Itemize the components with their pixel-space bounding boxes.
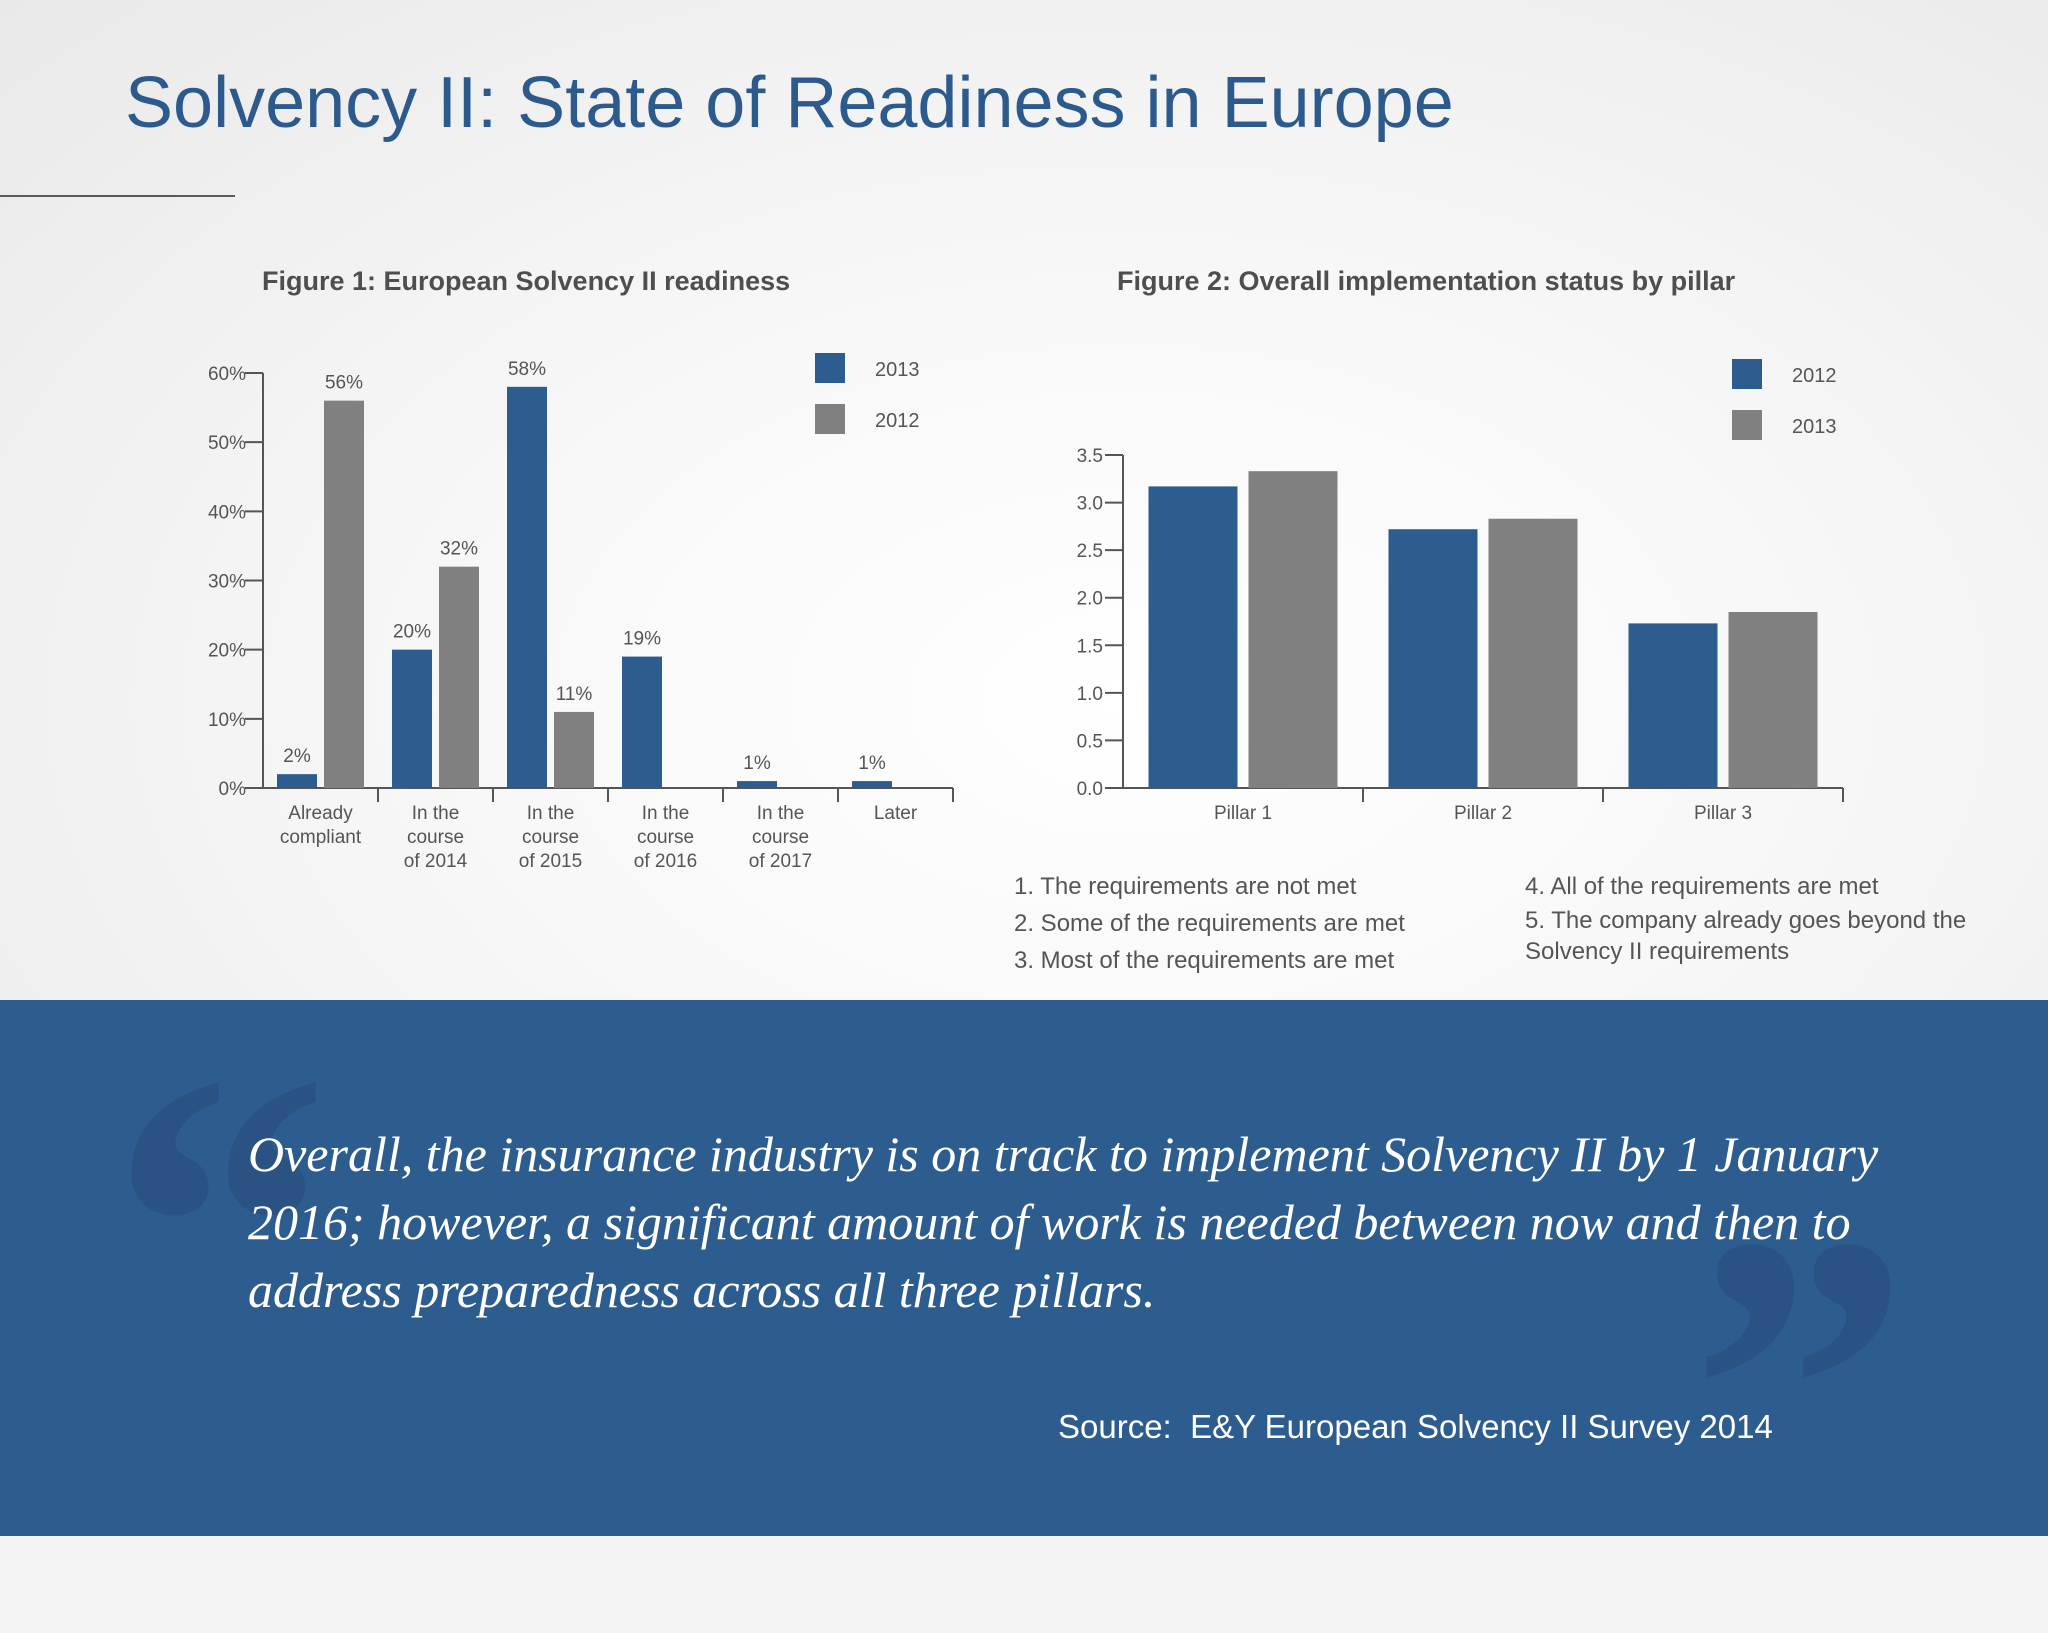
legend-label: 2012 [1792,365,1837,387]
y-tick-label: 0.0 [1077,779,1103,800]
x-category-label: of 2017 [749,851,812,872]
legend-swatch-2013 [815,353,845,383]
y-tick-label: 30% [208,572,246,593]
y-tick-label: 1.0 [1077,684,1103,705]
data-label: 58% [508,359,546,380]
bar-2013-4 [622,656,662,788]
data-label: 1% [743,753,771,774]
legend-swatch-2012 [1732,359,1762,389]
title-divider [0,195,235,197]
x-category-label: of 2016 [634,851,697,872]
data-label: 2% [283,746,311,767]
x-category-label: In the [527,803,575,824]
x-category-label: Later [874,803,918,824]
quote-text: Overall, the insurance industry is on tr… [248,1126,1879,1318]
scale-notes-left: 1. The requirements are not met 2. Some … [1014,868,1405,979]
x-category-label: course [407,827,464,848]
readiness-bar-chart: 0% 10% 20% 30% 40% 50% 60% 2% 56% Already complian… [208,353,954,872]
data-label: 11% [556,684,593,705]
x-category-label: Already [288,803,353,824]
bar-2013-1 [277,774,317,788]
legend-label: 2012 [875,410,920,432]
bar-2012-2 [439,566,479,788]
quote-banner: “ ” Overall, the insurance industry is o… [0,984,2048,1610]
x-category-label: compliant [280,827,362,848]
scale-note-5: 5. The company already goes beyond the S… [1525,907,1967,965]
scale-note-2: 2. Some of the requirements are met [1014,910,1405,937]
bar-2013-1 [1248,471,1338,788]
x-category-label: course [637,827,694,848]
data-label: 32% [440,539,478,560]
x-category-label: of 2014 [404,851,468,872]
legend-swatch-2012 [815,404,845,434]
x-category-label: In the [642,803,690,824]
x-category-label: of 2015 [519,851,582,872]
data-label: 1% [858,753,886,774]
y-tick-label: 0% [219,779,247,800]
x-category-label: Pillar 1 [1214,803,1272,824]
pillar-status-bar-chart: 0.0 0.5 1.0 1.5 2.0 2.5 3.0 3.5 Pillar 1 Pillar 2… [1077,359,1844,824]
y-tick-label: 3.5 [1077,446,1103,467]
bar-2013-2 [392,649,432,788]
x-category-label: In the [412,803,460,824]
data-label: 20% [393,622,431,643]
y-tick-label: 20% [208,641,246,662]
bar-2013-2 [1488,518,1578,788]
bar-2013-3 [1728,611,1818,788]
figure-1-title: Figure 1: European Solvency II readiness [262,266,791,296]
x-category-label: course [522,827,579,848]
y-tick-label: 2.5 [1077,541,1103,562]
scale-notes-right: 4. All of the requirements are met 5. Th… [1525,868,1985,967]
open-quote-icon: “ [110,984,330,1471]
y-tick-label: 1.5 [1077,636,1103,657]
y-tick-label: 10% [208,710,246,731]
scale-note-3: 3. Most of the requirements are met [1014,947,1395,974]
y-tick-label: 3.0 [1077,494,1103,515]
page-title: Solvency II: State of Readiness in Europ… [125,63,1454,143]
scale-note-1: 1. The requirements are not met [1014,873,1357,900]
bar-2013-6 [852,781,892,788]
legend-label: 2013 [875,359,920,381]
bar-2012-2 [1388,529,1478,788]
data-label: 19% [623,629,661,650]
x-category-label: Pillar 3 [1694,803,1752,824]
bar-2012-1 [324,400,364,788]
y-tick-label: 40% [208,502,246,523]
status-scale-legend: 1. The requirements are not met 2. Some … [1014,868,2014,978]
source-citation: Source: E&Y European Solvency II Survey … [1058,1408,1773,1445]
x-category-label: Pillar 2 [1454,803,1512,824]
bar-2013-3 [507,386,547,788]
data-label: 56% [325,373,363,394]
bar-2012-1 [1148,486,1238,788]
bar-2012-3 [1628,623,1718,788]
scale-note-4: 4. All of the requirements are met [1525,873,1879,900]
legend-swatch-2013 [1732,410,1762,440]
y-tick-label: 60% [208,364,246,385]
figure-2-title: Figure 2: Overall implementation status … [1117,266,1736,296]
y-tick-label: 50% [208,433,246,454]
bar-2012-3 [554,711,594,788]
x-category-label: course [752,827,809,848]
legend-label: 2013 [1792,416,1837,438]
y-tick-label: 2.0 [1077,589,1103,610]
bar-2013-5 [737,781,777,788]
y-tick-label: 0.5 [1077,731,1103,752]
x-category-label: In the [757,803,805,824]
